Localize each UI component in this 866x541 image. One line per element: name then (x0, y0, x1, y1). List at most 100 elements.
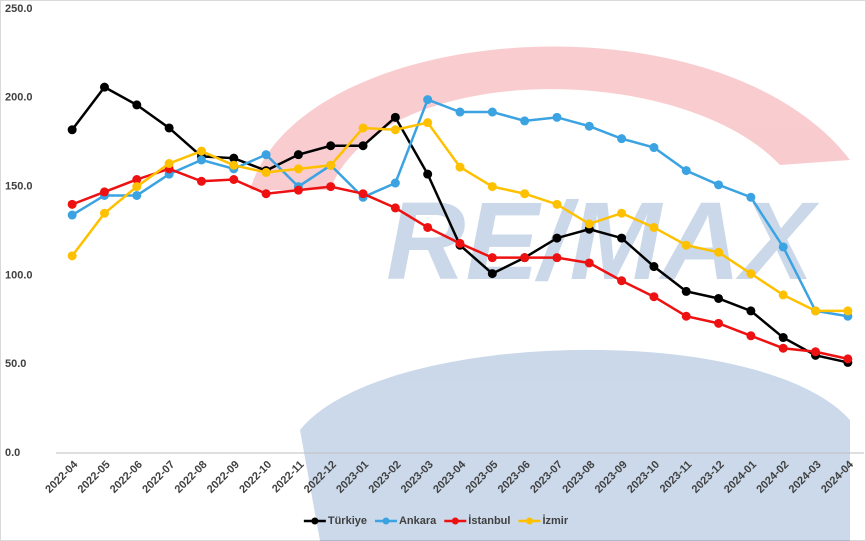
legend: Türkiye Ankara İstanbul İzmir (303, 514, 569, 527)
point (423, 118, 433, 128)
legend-label: Ankara (399, 515, 437, 527)
point (811, 347, 821, 357)
point (584, 121, 594, 131)
point (714, 247, 724, 257)
y-tick-label: 200.0 (5, 92, 33, 104)
point (293, 185, 303, 195)
point (390, 112, 400, 122)
point (390, 178, 400, 188)
legend-marker (451, 517, 459, 525)
point (196, 146, 206, 156)
point (487, 107, 497, 117)
point (746, 306, 756, 316)
point (358, 123, 368, 133)
point (455, 162, 465, 172)
point (132, 100, 142, 110)
point (390, 125, 400, 135)
point (261, 150, 271, 160)
point (552, 199, 562, 209)
point (99, 187, 109, 197)
point (67, 210, 77, 220)
point (520, 116, 530, 126)
point (617, 208, 627, 218)
point (132, 182, 142, 192)
point (455, 107, 465, 117)
point (67, 199, 77, 209)
point (164, 123, 174, 133)
point (132, 174, 142, 184)
point (520, 253, 530, 263)
point (681, 240, 691, 250)
point (261, 189, 271, 199)
point (843, 306, 853, 316)
point (67, 251, 77, 261)
point (358, 189, 368, 199)
point (584, 258, 594, 268)
point (455, 238, 465, 248)
point (229, 160, 239, 170)
point (164, 159, 174, 169)
y-tick-label: 100.0 (5, 269, 33, 281)
point (746, 192, 756, 202)
legend-label: Türkiye (328, 515, 367, 527)
point (843, 354, 853, 364)
point (649, 262, 659, 272)
point (358, 141, 368, 151)
point (617, 134, 627, 144)
legend-marker (311, 517, 319, 525)
point (617, 233, 627, 243)
point (261, 167, 271, 177)
legend-marker (525, 517, 533, 525)
point (487, 253, 497, 263)
point (778, 343, 788, 353)
point (423, 222, 433, 232)
point (487, 182, 497, 192)
point (196, 155, 206, 165)
y-tick-label: 50.0 (5, 358, 26, 370)
point (552, 112, 562, 122)
point (293, 150, 303, 160)
point (326, 160, 336, 170)
point (681, 286, 691, 296)
legend-label: İstanbul (468, 514, 510, 527)
y-tick-label: 150.0 (5, 181, 33, 193)
point (552, 233, 562, 243)
point (584, 219, 594, 229)
watermark-bottom (300, 349, 850, 541)
point (681, 311, 691, 321)
point (778, 290, 788, 300)
point (746, 269, 756, 279)
point (326, 182, 336, 192)
point (229, 174, 239, 184)
point (778, 242, 788, 252)
point (229, 153, 239, 163)
point (293, 164, 303, 174)
point (99, 82, 109, 92)
watermark-top (250, 46, 850, 190)
point (423, 95, 433, 105)
legend-marker (382, 517, 390, 525)
y-tick-label: 0.0 (5, 447, 20, 459)
point (649, 143, 659, 153)
point (487, 269, 497, 279)
point (649, 222, 659, 232)
point (746, 331, 756, 341)
point (520, 189, 530, 199)
point (681, 166, 691, 176)
point (423, 169, 433, 179)
point (326, 141, 336, 151)
point (196, 176, 206, 186)
point (714, 318, 724, 328)
point (552, 253, 562, 263)
point (649, 292, 659, 302)
point (132, 190, 142, 200)
point (99, 208, 109, 218)
point (714, 293, 724, 303)
legend-label: İzmir (542, 514, 568, 527)
point (67, 125, 77, 135)
point (617, 276, 627, 286)
point (811, 306, 821, 316)
point (778, 333, 788, 343)
